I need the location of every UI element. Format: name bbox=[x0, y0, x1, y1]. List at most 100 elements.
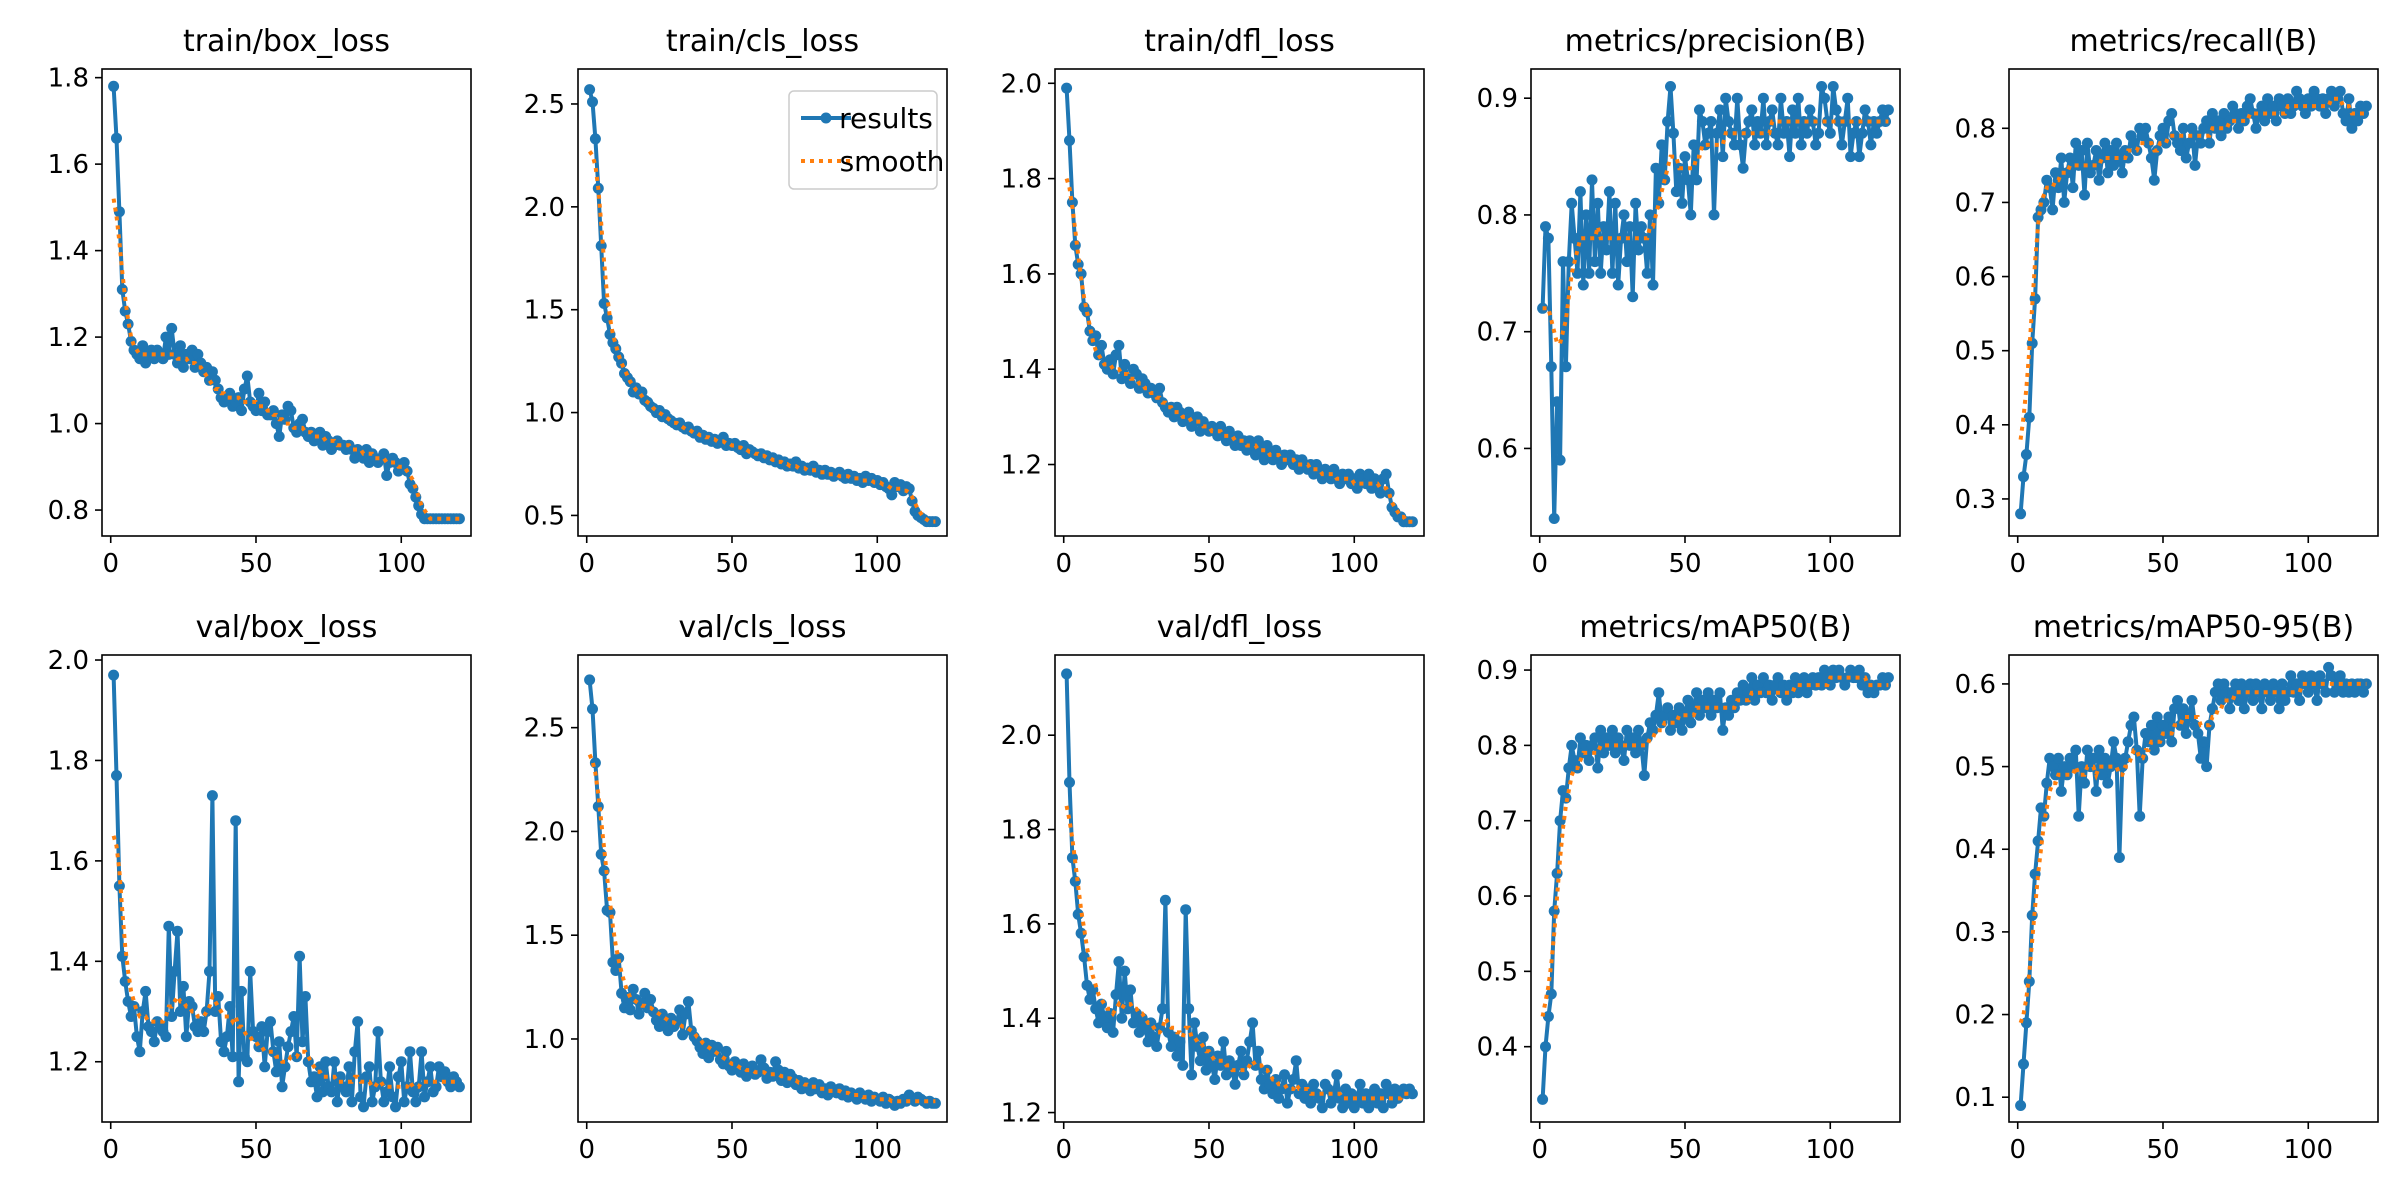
results-point bbox=[1670, 186, 1682, 198]
results-point bbox=[1824, 679, 1836, 691]
results-point bbox=[1865, 139, 1877, 151]
results-point bbox=[343, 1061, 355, 1073]
results-point bbox=[1589, 732, 1601, 744]
results-point bbox=[2163, 711, 2175, 723]
results-point bbox=[2302, 686, 2314, 698]
results-point bbox=[273, 431, 285, 442]
results-point bbox=[111, 132, 122, 144]
results-point bbox=[1743, 116, 1755, 127]
panel-title: metrics/mAP50-95(B) bbox=[2033, 610, 2354, 645]
x-tick-label: 50 bbox=[715, 549, 748, 579]
results-point bbox=[1615, 739, 1627, 751]
results-point bbox=[1592, 197, 1604, 209]
results-point bbox=[1702, 687, 1714, 699]
results-point bbox=[2311, 695, 2323, 706]
results-point bbox=[1180, 904, 1192, 916]
results-point bbox=[1197, 1031, 1209, 1043]
results-point bbox=[1850, 116, 1862, 127]
y-tick-label: 0.9 bbox=[1477, 84, 1518, 114]
results-point bbox=[1737, 162, 1749, 174]
results-point bbox=[1772, 139, 1784, 151]
results-point bbox=[1554, 454, 1566, 466]
results-point bbox=[366, 1096, 378, 1108]
results-point bbox=[227, 1051, 239, 1063]
results-point bbox=[241, 1056, 253, 1068]
results-point bbox=[2256, 100, 2268, 112]
results-point bbox=[1723, 116, 1735, 127]
x-tick-label: 50 bbox=[2146, 549, 2179, 579]
results-point bbox=[1119, 358, 1131, 370]
results-point bbox=[186, 1001, 198, 1012]
results-point bbox=[1235, 1045, 1247, 1057]
results-point bbox=[624, 1004, 636, 1016]
results-point bbox=[1630, 197, 1642, 209]
results-point bbox=[1882, 104, 1894, 116]
results-point bbox=[682, 996, 694, 1008]
results-point bbox=[2070, 137, 2082, 149]
results-point bbox=[166, 322, 178, 334]
results-point bbox=[1380, 1078, 1392, 1090]
results-point bbox=[2166, 736, 2178, 748]
results-point bbox=[1334, 1092, 1346, 1104]
results-point bbox=[1127, 1017, 1139, 1029]
results-point bbox=[1705, 116, 1717, 127]
results-point bbox=[326, 1086, 337, 1098]
results-point bbox=[198, 1026, 210, 1038]
results-point bbox=[1542, 232, 1554, 244]
results-point bbox=[2122, 152, 2134, 164]
results-point bbox=[2018, 1058, 2029, 1070]
results-point bbox=[2102, 777, 2114, 789]
panel-title: val/box_loss bbox=[196, 610, 378, 645]
results-point bbox=[1633, 244, 1644, 256]
results-point bbox=[2320, 686, 2332, 698]
x-tick-label: 100 bbox=[1805, 1135, 1855, 1165]
results-point bbox=[1691, 687, 1703, 699]
results-point bbox=[1682, 694, 1694, 706]
results-point bbox=[755, 1054, 767, 1066]
results-point bbox=[285, 1026, 297, 1038]
results-point bbox=[2143, 137, 2154, 149]
y-tick-label: 0.6 bbox=[1955, 263, 1996, 293]
panel-5: metrics/recall(B) 0 50 100 0.3 0.4 0.5 0.6 0.7 0.… bbox=[1955, 24, 2379, 579]
smooth-series-line bbox=[1064, 178, 1413, 524]
results-point bbox=[1662, 116, 1674, 127]
y-tick-label: 1.6 bbox=[1001, 260, 1042, 290]
results-point bbox=[2111, 752, 2122, 764]
results-point bbox=[1810, 139, 1822, 151]
results-point bbox=[125, 1011, 137, 1022]
results-point bbox=[1653, 687, 1665, 699]
smooth-series-line bbox=[1542, 119, 1889, 346]
results-point bbox=[346, 1096, 358, 1108]
results-point bbox=[378, 448, 390, 460]
results-point bbox=[398, 1096, 410, 1108]
results-point bbox=[1792, 92, 1804, 104]
results-point bbox=[1848, 127, 1859, 139]
results-point bbox=[2076, 145, 2088, 156]
results-point bbox=[1766, 694, 1778, 706]
results-point bbox=[2180, 152, 2192, 164]
results-point bbox=[267, 1046, 279, 1058]
results-point bbox=[1110, 989, 1122, 1001]
results-point bbox=[1731, 92, 1743, 104]
y-tick-label: 0.4 bbox=[1955, 835, 1996, 865]
y-tick-label: 0.7 bbox=[1477, 318, 1518, 348]
results-point bbox=[265, 1016, 276, 1028]
results-point bbox=[1331, 1069, 1343, 1081]
results-point bbox=[613, 952, 625, 964]
plot-area bbox=[584, 674, 941, 1111]
results-point bbox=[2172, 695, 2183, 706]
results-point bbox=[2334, 670, 2346, 682]
results-point bbox=[1635, 221, 1647, 233]
results-point bbox=[236, 405, 247, 417]
axes-frame bbox=[577, 654, 948, 1123]
results-point bbox=[2108, 736, 2120, 748]
results-point bbox=[1853, 664, 1865, 676]
results-point bbox=[2198, 736, 2210, 748]
results-point bbox=[1760, 139, 1772, 151]
panel-8: val/dfl_loss 0 50 100 1.2 1.4 1.6 1.8 2.0 bbox=[1001, 610, 1425, 1165]
results-point bbox=[2328, 686, 2340, 698]
results-point bbox=[1290, 1055, 1302, 1067]
results-point bbox=[1821, 116, 1833, 127]
results-point bbox=[160, 1031, 172, 1043]
results-point bbox=[1177, 1059, 1189, 1071]
